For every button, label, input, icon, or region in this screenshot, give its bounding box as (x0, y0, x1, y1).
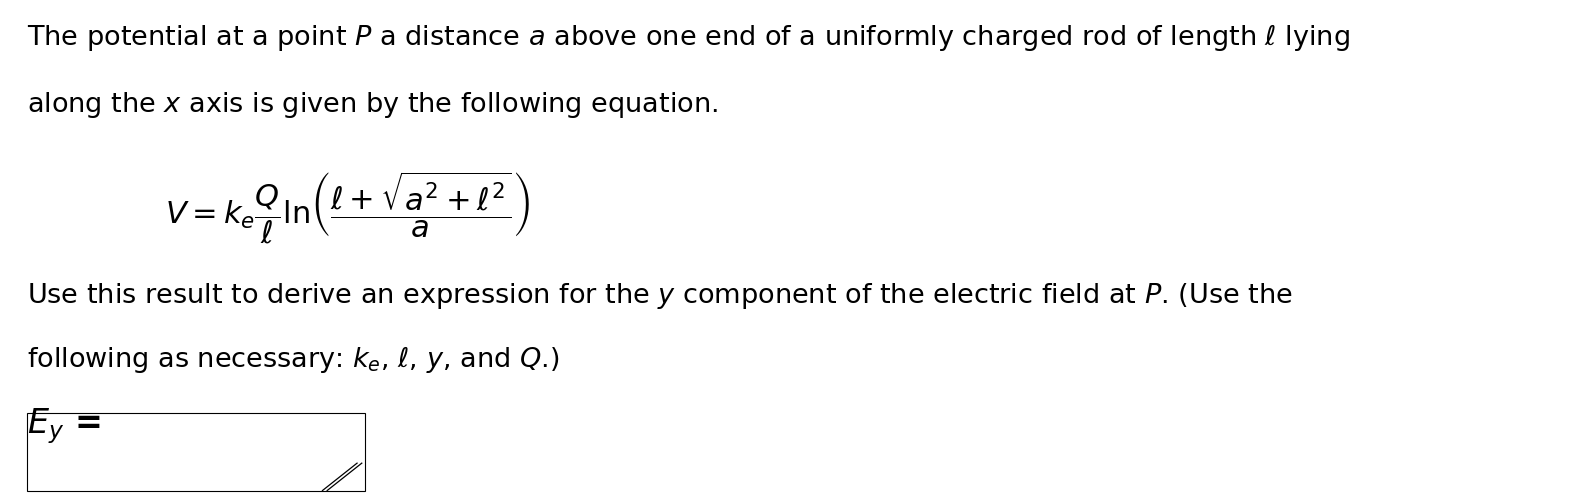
Text: The potential at a point $P$ a distance $a$ above one end of a uniformly charged: The potential at a point $P$ a distance … (27, 22, 1350, 53)
Bar (27, 413, 365, 491)
Text: following as necessary: $k_{e}$, $\ell$, $y$, and $Q$.): following as necessary: $k_{e}$, $\ell$,… (27, 344, 558, 374)
Text: Use this result to derive an expression for the $y$ component of the electric fi: Use this result to derive an expression … (27, 281, 1293, 311)
Text: $E_y$ =: $E_y$ = (27, 406, 101, 446)
Text: along the $x$ axis is given by the following equation.: along the $x$ axis is given by the follo… (27, 90, 717, 120)
Text: $V = k_e \dfrac{Q}{\ell} \ln\!\left(\dfrac{\ell + \sqrt{a^2 + \ell^2}}{a}\right): $V = k_e \dfrac{Q}{\ell} \ln\!\left(\dfr… (165, 169, 530, 246)
